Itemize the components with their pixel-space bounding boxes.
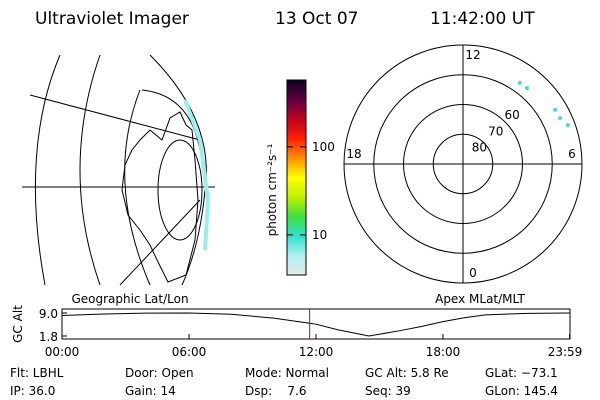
y-tick-label: 1.8 bbox=[39, 330, 58, 344]
x-tick-label: 12:00 bbox=[299, 345, 334, 359]
continent bbox=[121, 111, 199, 283]
parallel bbox=[157, 139, 203, 241]
colorbar-tick-label: 10 bbox=[312, 228, 327, 242]
ring bbox=[432, 133, 494, 195]
aurora bbox=[183, 99, 211, 251]
mlt-label: 0 bbox=[469, 266, 477, 280]
x-tick-label: 06:00 bbox=[172, 345, 207, 359]
ring bbox=[403, 104, 523, 224]
grid-line bbox=[119, 199, 201, 286]
aurora-point bbox=[565, 123, 570, 128]
aurora-point bbox=[517, 80, 522, 85]
info-text: Dsp: 7.6 bbox=[245, 384, 307, 398]
info-text: Flt: LBHL bbox=[10, 366, 64, 380]
info-text: Door: Open bbox=[125, 366, 194, 380]
mlt-label: 6 bbox=[568, 147, 576, 161]
colorbar-tick-label: 100 bbox=[312, 140, 335, 154]
mlt-label: 18 bbox=[346, 147, 361, 161]
colorbar bbox=[286, 79, 307, 276]
info-text: Seq: 39 bbox=[365, 384, 411, 398]
time: 11:42:00 UT bbox=[430, 9, 535, 29]
meridian bbox=[34, 54, 61, 286]
info-text: GLon: 145.4 bbox=[485, 384, 558, 398]
ring bbox=[373, 74, 553, 254]
altitude-line bbox=[61, 312, 570, 337]
x-tick-label: 18:00 bbox=[426, 345, 461, 359]
date: 13 Oct 07 bbox=[275, 9, 358, 29]
aurora-point bbox=[558, 116, 563, 121]
colorbar-label: photon cm⁻²s⁻¹ bbox=[265, 143, 279, 236]
ring-label: 70 bbox=[488, 124, 503, 138]
y-tick-label: 9.0 bbox=[39, 307, 58, 321]
earth-map bbox=[22, 54, 215, 286]
meridian bbox=[124, 89, 151, 286]
limb bbox=[149, 54, 207, 286]
y-axis-label: GC Alt bbox=[11, 305, 25, 343]
aurora-point bbox=[553, 107, 558, 112]
info-text: GLat: −73.1 bbox=[485, 366, 558, 380]
title: Ultraviolet Imager bbox=[35, 9, 189, 29]
info-text: Mode: Normal bbox=[245, 366, 329, 380]
ring-label: 80 bbox=[472, 141, 487, 155]
grid-line bbox=[29, 94, 201, 141]
info-text: IP: 36.0 bbox=[10, 384, 55, 398]
map-label: Geographic Lat/Lon bbox=[71, 292, 188, 306]
info-text: GC Alt: 5.8 Re bbox=[365, 366, 449, 380]
ring-label: 60 bbox=[504, 108, 519, 122]
x-tick-label: 00:00 bbox=[45, 345, 80, 359]
info-text: Gain: 14 bbox=[125, 384, 176, 398]
polar-label: Apex MLat/MLT bbox=[435, 292, 525, 306]
aurora-point bbox=[524, 85, 529, 90]
x-tick-label: 23:59 bbox=[548, 345, 583, 359]
meridian bbox=[79, 54, 101, 286]
mlt-label: 12 bbox=[465, 48, 480, 62]
